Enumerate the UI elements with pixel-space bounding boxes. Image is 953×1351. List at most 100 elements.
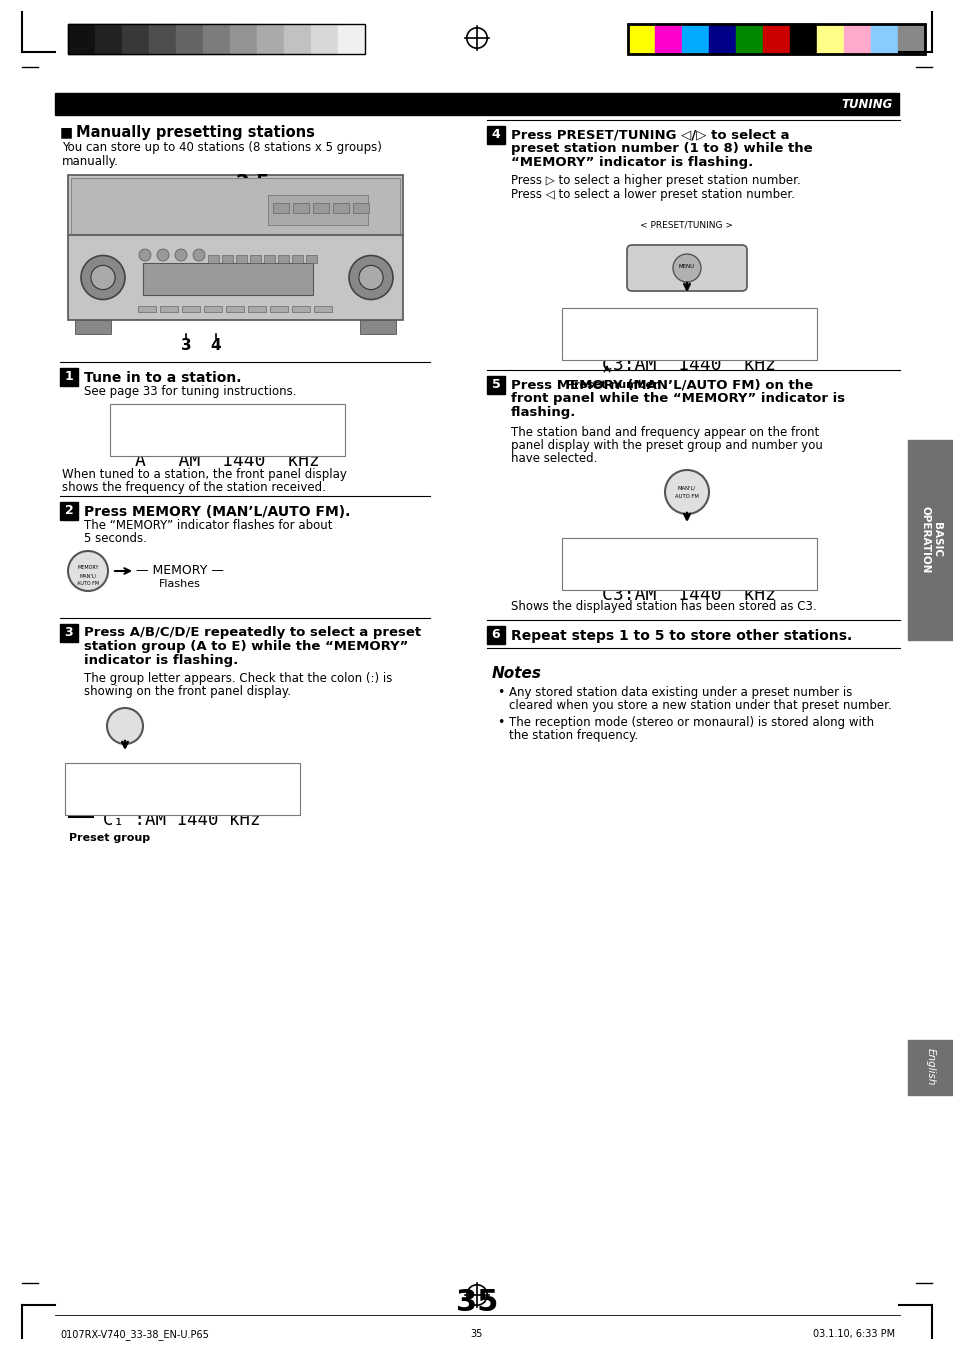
- Bar: [95, 24, 122, 54]
- Bar: [273, 203, 289, 213]
- Text: P: P: [574, 562, 578, 571]
- Text: NEXT: NEXT: [118, 730, 132, 734]
- Text: MD/CD-R: MD/CD-R: [274, 413, 294, 417]
- Text: Press ▷ to select a higher preset station number.: Press ▷ to select a higher preset statio…: [511, 174, 800, 186]
- Circle shape: [358, 265, 383, 289]
- Text: DTV/CBL: DTV/CBL: [212, 413, 231, 417]
- Text: 1: 1: [65, 370, 73, 384]
- Bar: [627, 24, 655, 54]
- Text: MENU: MENU: [679, 263, 695, 269]
- Text: MD/CD-R: MD/CD-R: [740, 547, 759, 551]
- Bar: [268, 195, 368, 226]
- Text: English: English: [925, 1048, 935, 1086]
- Text: panel display with the preset group and number you: panel display with the preset group and …: [511, 439, 822, 453]
- Text: A/B/C/D/E: A/B/C/D/E: [114, 721, 135, 725]
- Text: shows the frequency of the station received.: shows the frequency of the station recei…: [62, 481, 326, 494]
- Text: 4: 4: [211, 338, 221, 353]
- Bar: [226, 305, 244, 312]
- Bar: [561, 538, 816, 590]
- Circle shape: [139, 249, 151, 261]
- Text: VCR1: VCR1: [104, 771, 116, 775]
- Text: MEMORY: MEMORY: [77, 565, 99, 570]
- Bar: [337, 24, 365, 54]
- Bar: [789, 24, 816, 54]
- Text: station group (A to E) while the “MEMORY”: station group (A to E) while the “MEMORY…: [84, 640, 408, 653]
- Text: See page 33 for tuning instructions.: See page 33 for tuning instructions.: [84, 385, 296, 399]
- Bar: [681, 24, 708, 54]
- Text: -: -: [639, 257, 644, 272]
- Text: DVD: DVD: [705, 317, 715, 322]
- Bar: [235, 255, 247, 263]
- Bar: [762, 24, 789, 54]
- Bar: [735, 24, 762, 54]
- Bar: [65, 763, 299, 815]
- Text: Press MEMORY (MAN’L/AUTO FM).: Press MEMORY (MAN’L/AUTO FM).: [84, 505, 350, 519]
- Text: DTV/CBL: DTV/CBL: [167, 771, 186, 775]
- Text: Press MEMORY (MAN’L/AUTO FM) on the: Press MEMORY (MAN’L/AUTO FM) on the: [511, 378, 812, 390]
- Text: When tuned to a station, the front panel display: When tuned to a station, the front panel…: [62, 467, 347, 481]
- Bar: [60, 503, 78, 520]
- Bar: [708, 24, 735, 54]
- Text: MAN'L/: MAN'L/: [79, 573, 96, 578]
- Text: TUNER: TUNER: [773, 317, 788, 322]
- Text: P: P: [574, 332, 578, 340]
- Bar: [359, 320, 395, 334]
- Text: The reception mode (stereo or monaural) is stored along with: The reception mode (stereo or monaural) …: [509, 716, 873, 730]
- Text: V-AUX: V-AUX: [180, 413, 193, 417]
- Bar: [907, 440, 953, 640]
- Text: The station band and frequency appear on the front: The station band and frequency appear on…: [511, 426, 819, 439]
- Text: 3: 3: [180, 338, 192, 353]
- Text: The group letter appears. Check that the colon (:) is: The group letter appears. Check that the…: [84, 671, 392, 685]
- Text: +: +: [726, 259, 736, 269]
- Bar: [561, 308, 816, 359]
- Text: V-AUX: V-AUX: [638, 547, 651, 551]
- Text: C₁ :AM 1440 kHz: C₁ :AM 1440 kHz: [103, 811, 260, 830]
- Bar: [655, 24, 681, 54]
- Text: DVD: DVD: [705, 547, 715, 551]
- Text: Manually presetting stations: Manually presetting stations: [76, 126, 314, 141]
- Bar: [138, 305, 156, 312]
- Circle shape: [68, 551, 108, 590]
- Text: VID.DVI: VID.DVI: [118, 413, 134, 417]
- Text: MAN'L/: MAN'L/: [678, 486, 696, 490]
- Bar: [293, 203, 309, 213]
- Text: manually.: manually.: [62, 155, 119, 168]
- Text: YAMAHA: YAMAHA: [82, 186, 115, 193]
- Bar: [256, 24, 284, 54]
- Bar: [75, 320, 111, 334]
- Bar: [182, 305, 200, 312]
- Text: V-AUX: V-AUX: [135, 771, 149, 775]
- Circle shape: [672, 254, 700, 282]
- Bar: [204, 305, 222, 312]
- Bar: [907, 1040, 953, 1096]
- Bar: [486, 626, 504, 644]
- Circle shape: [107, 708, 143, 744]
- Text: V-AUX: V-AUX: [638, 317, 651, 322]
- Text: TUNER: TUNER: [261, 771, 275, 775]
- Text: TUNED MEMORY: TUNED MEMORY: [761, 327, 790, 331]
- Text: 5: 5: [491, 378, 500, 392]
- Text: A   AM  1440  kHz: A AM 1440 kHz: [134, 453, 319, 470]
- Bar: [68, 24, 365, 54]
- Text: flashing.: flashing.: [511, 407, 576, 419]
- Bar: [230, 24, 256, 54]
- Bar: [71, 178, 399, 235]
- Bar: [333, 203, 349, 213]
- Text: TUNING: TUNING: [841, 99, 892, 112]
- FancyBboxPatch shape: [626, 245, 746, 290]
- Text: front panel while the “MEMORY” indicator is: front panel while the “MEMORY” indicator…: [511, 392, 844, 405]
- Bar: [250, 255, 261, 263]
- Bar: [160, 305, 178, 312]
- Bar: [816, 24, 843, 54]
- Text: C3:AM  1440  kHz: C3:AM 1440 kHz: [601, 586, 775, 604]
- Bar: [68, 24, 95, 54]
- Text: BASIC
OPERATION: BASIC OPERATION: [920, 507, 941, 574]
- Bar: [292, 305, 310, 312]
- Bar: [311, 24, 337, 54]
- Text: cleared when you store a new station under that preset number.: cleared when you store a new station und…: [509, 698, 891, 712]
- Text: AUTO FM: AUTO FM: [675, 494, 699, 499]
- Text: Press ◁ to select a lower preset station number.: Press ◁ to select a lower preset station…: [511, 188, 794, 201]
- Text: — MEMORY —: — MEMORY —: [136, 563, 224, 577]
- Text: 6: 6: [491, 628, 499, 642]
- Text: Preset number: Preset number: [565, 380, 658, 390]
